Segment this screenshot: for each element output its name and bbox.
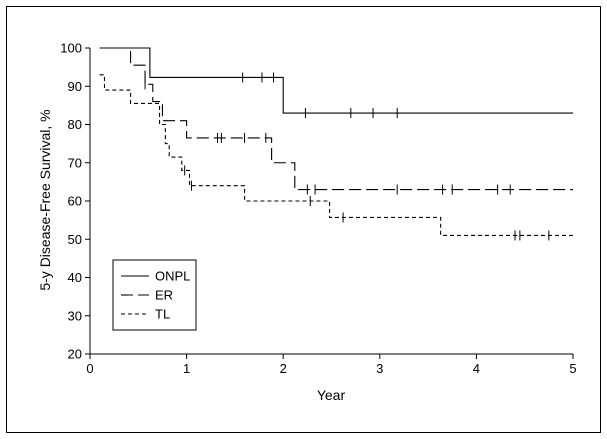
legend-label-tl: TL — [155, 307, 170, 322]
y-tick-label: 100 — [60, 41, 82, 56]
x-tick-label: 4 — [473, 361, 480, 376]
y-tick-label: 20 — [68, 347, 82, 362]
y-tick-label: 40 — [68, 270, 82, 285]
x-tick-label: 0 — [86, 361, 93, 376]
x-tick-label: 1 — [183, 361, 190, 376]
series-line-onpl — [99, 47, 573, 114]
legend-label-er: ER — [155, 288, 173, 303]
x-tick-label: 5 — [569, 361, 576, 376]
x-tick-label: 2 — [280, 361, 287, 376]
x-tick-label: 3 — [376, 361, 383, 376]
y-tick-label: 80 — [68, 117, 82, 132]
y-tick-label: 60 — [68, 194, 82, 209]
y-tick-label: 50 — [68, 232, 82, 247]
y-axis-title: 5-y Disease-Free Survival, % — [37, 109, 53, 290]
y-tick-label: 30 — [68, 308, 82, 323]
series-line-tl — [99, 74, 573, 236]
legend-label-onpl: ONPL — [155, 269, 190, 284]
series-line-er — [99, 47, 573, 191]
x-axis-title: Year — [317, 387, 346, 403]
y-tick-label: 70 — [68, 155, 82, 170]
plot-area: 20 30 40 50 60 70 80 90 100 0 1 2 3 4 5 ONPL ER TL — [60, 41, 576, 377]
y-tick-label: 90 — [68, 79, 82, 94]
figure-frame — [6, 6, 601, 433]
